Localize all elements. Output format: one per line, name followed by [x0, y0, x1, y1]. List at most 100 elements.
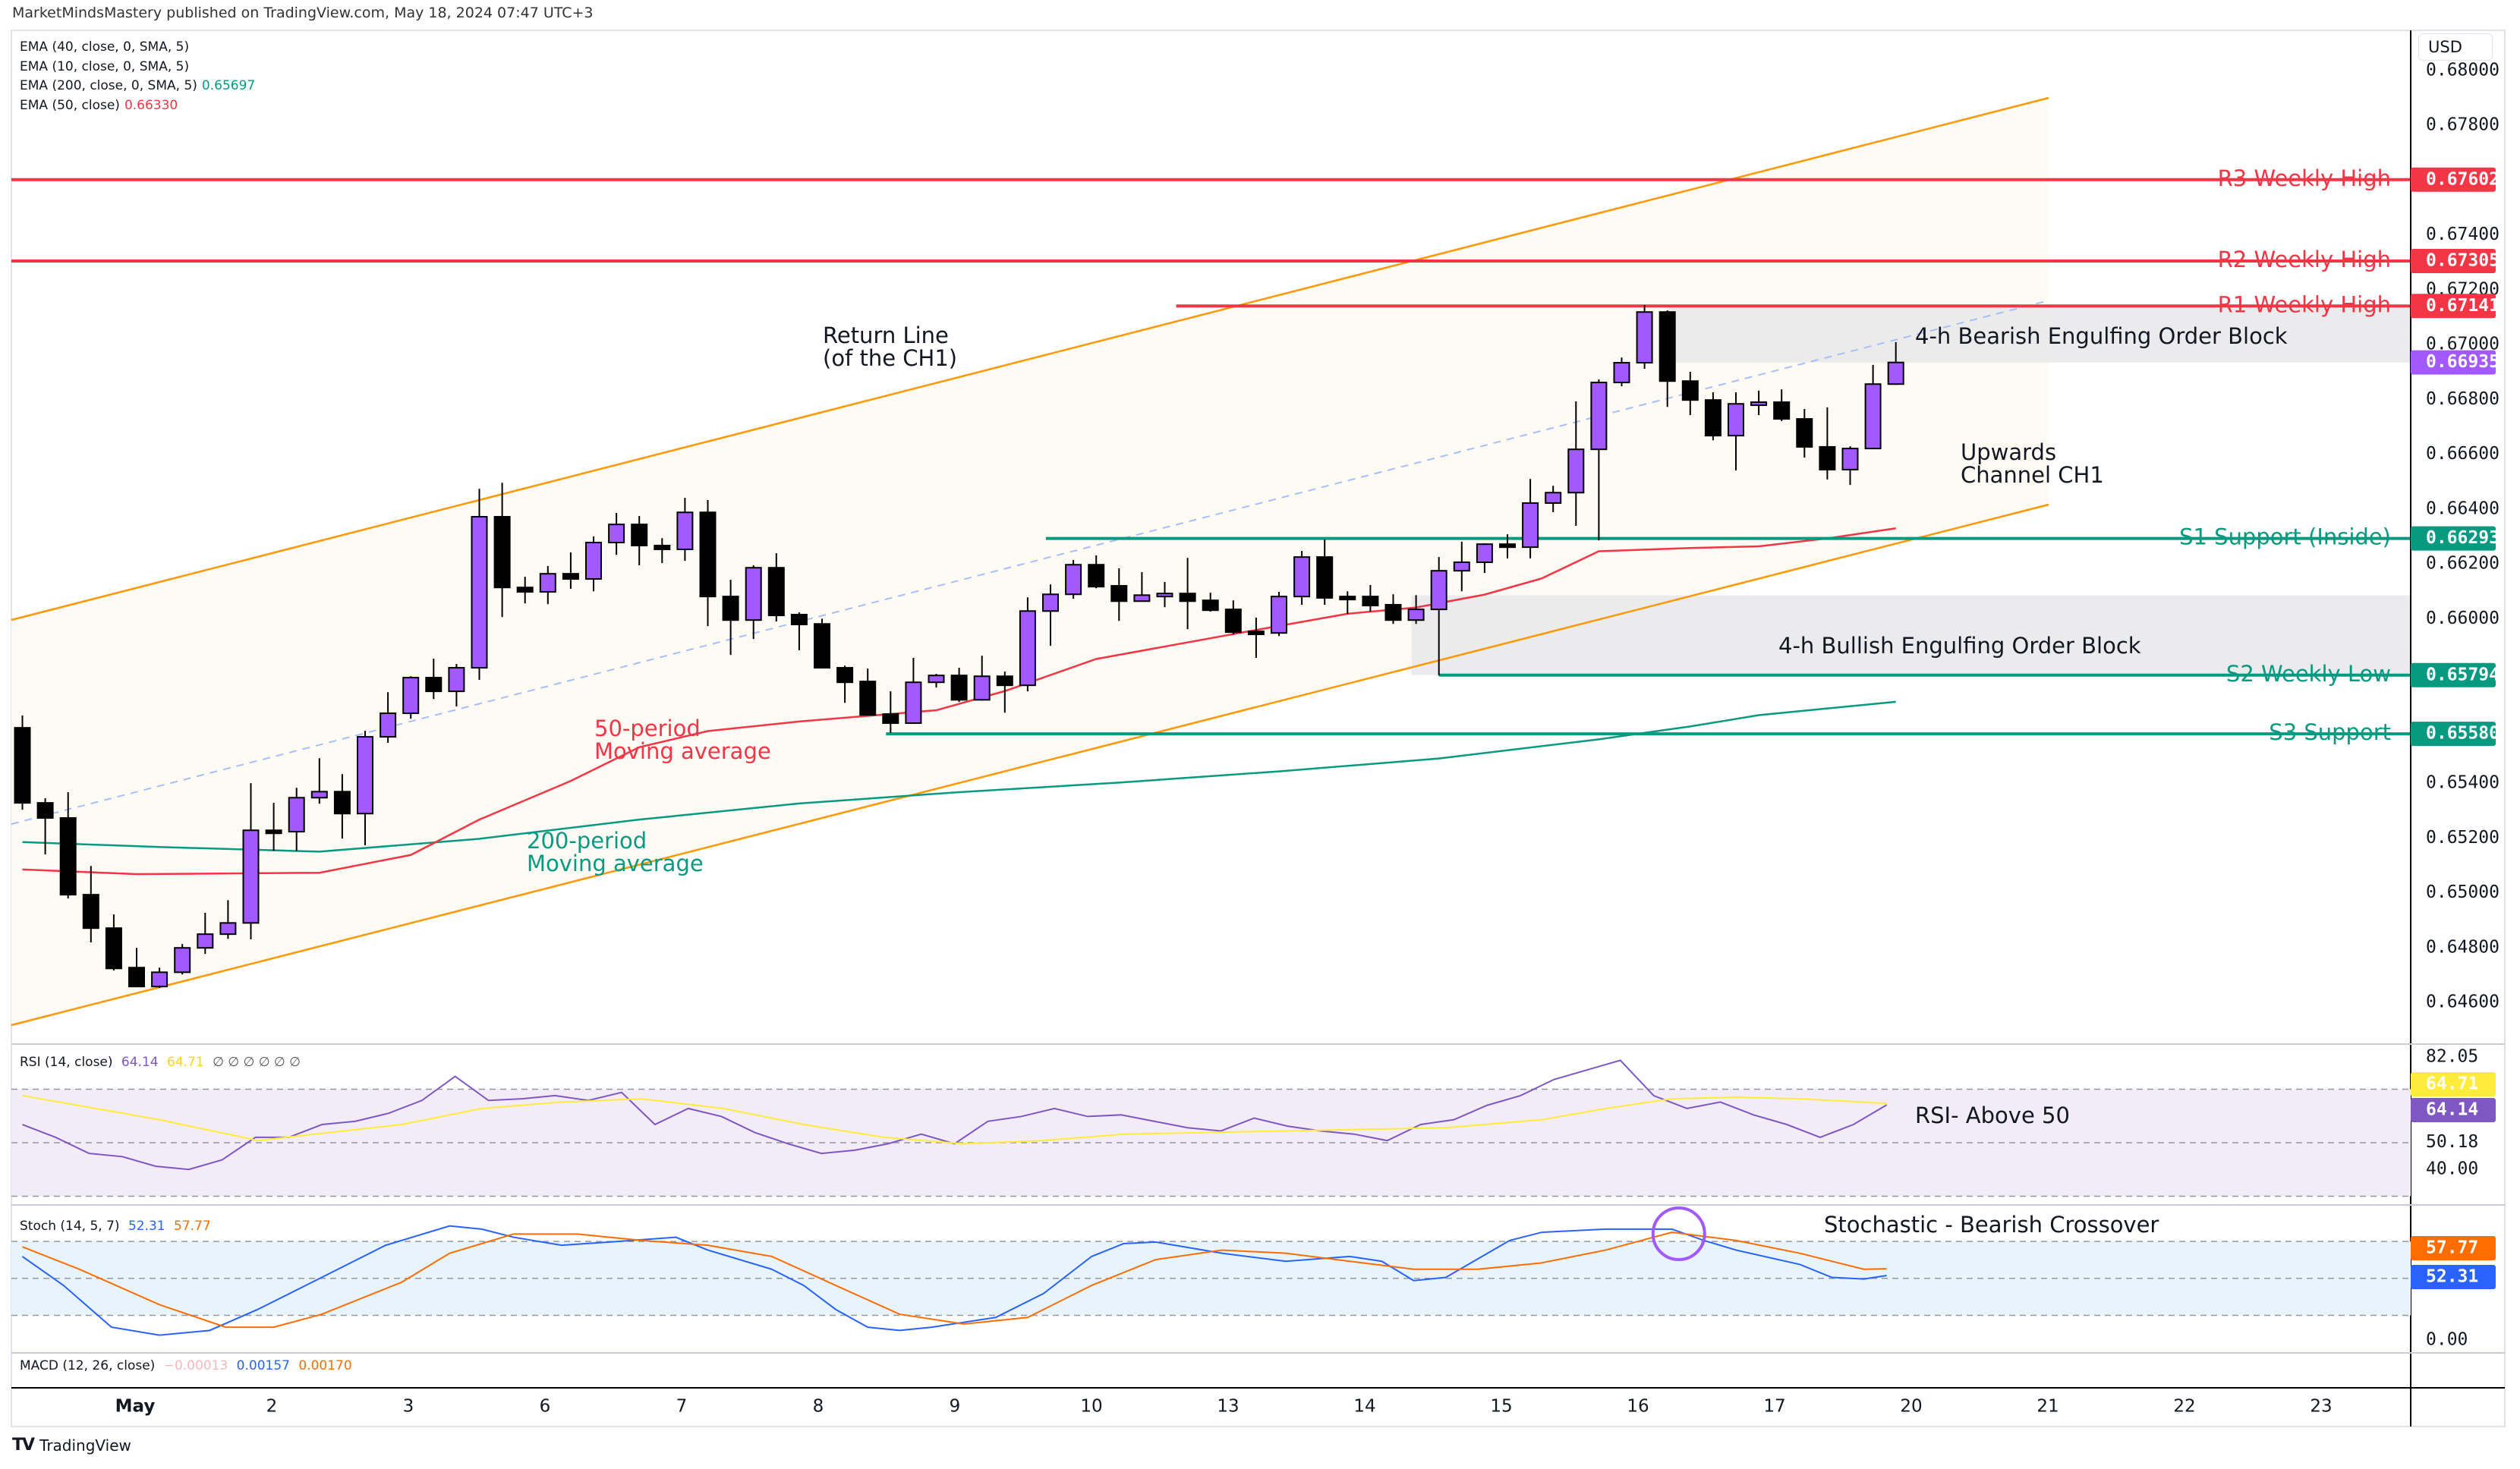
candle[interactable]: [1567, 401, 1585, 526]
ema50-line[interactable]: [22, 527, 1896, 876]
candle[interactable]: [1202, 593, 1219, 612]
candle[interactable]: [882, 691, 899, 734]
candle[interactable]: [1545, 486, 1562, 512]
candle[interactable]: [1773, 389, 1791, 421]
candle[interactable]: [950, 668, 968, 703]
candle[interactable]: [174, 944, 191, 975]
candle[interactable]: [859, 668, 877, 716]
candle[interactable]: [1728, 392, 1744, 470]
candle[interactable]: [1271, 592, 1287, 637]
candle[interactable]: [1110, 568, 1128, 621]
candle[interactable]: [357, 731, 373, 846]
candle[interactable]: [996, 672, 1013, 713]
candle[interactable]: [265, 803, 282, 851]
candle[interactable]: [105, 914, 122, 971]
candle[interactable]: [1088, 555, 1105, 589]
candle[interactable]: [59, 792, 77, 899]
candle[interactable]: [380, 692, 397, 744]
candle[interactable]: [1293, 551, 1311, 605]
candle[interactable]: [1065, 560, 1082, 599]
channel-upper-line[interactable]: [11, 96, 2049, 621]
candle[interactable]: [288, 788, 305, 851]
candle[interactable]: [151, 967, 169, 988]
candle[interactable]: [1019, 597, 1036, 692]
legend-ema50[interactable]: EMA (50, close) 0.66330: [20, 98, 178, 113]
channel-lower-line[interactable]: [11, 503, 2049, 1027]
candle[interactable]: [1224, 600, 1242, 634]
candle[interactable]: [1658, 310, 1676, 407]
candle[interactable]: [1887, 341, 1904, 385]
candle[interactable]: [973, 656, 991, 701]
bearish-order-block[interactable]: [1667, 306, 2411, 363]
candle[interactable]: [722, 580, 739, 656]
candle[interactable]: [1796, 409, 1813, 458]
candle[interactable]: [1590, 379, 1608, 541]
macd-legend[interactable]: MACD (12, 26, close) −0.00013 0.00157 0.…: [20, 1358, 352, 1373]
rsi-ma-line[interactable]: [22, 1094, 1887, 1145]
candle[interactable]: [905, 658, 922, 725]
candle[interactable]: [1247, 617, 1265, 659]
candle[interactable]: [516, 577, 534, 604]
candle[interactable]: [1522, 479, 1539, 558]
candle[interactable]: [1133, 571, 1151, 602]
legend-ema40[interactable]: EMA (40, close, 0, SMA, 5): [20, 39, 189, 55]
candle[interactable]: [1316, 539, 1334, 605]
candle[interactable]: [836, 665, 854, 703]
candle[interactable]: [402, 676, 420, 719]
candle[interactable]: [242, 783, 260, 940]
candle[interactable]: [1042, 584, 1059, 646]
candle[interactable]: [539, 566, 556, 605]
ema200-line[interactable]: [22, 700, 1896, 853]
candle[interactable]: [699, 500, 717, 627]
legend-ema10[interactable]: EMA (10, close, 0, SMA, 5): [20, 59, 189, 74]
stoch-legend[interactable]: Stoch (14, 5, 7) 52.31 57.77: [20, 1219, 211, 1234]
candle[interactable]: [1613, 357, 1630, 387]
channel-mid-line[interactable]: [11, 300, 2049, 825]
candle[interactable]: [1750, 390, 1768, 416]
candle[interactable]: [814, 618, 830, 669]
stoch-d-line[interactable]: [22, 1232, 1887, 1329]
tradingview-logo[interactable]: TV TradingView: [12, 1436, 131, 1455]
candle[interactable]: [128, 948, 145, 988]
candle[interactable]: [425, 659, 443, 700]
candle[interactable]: [448, 663, 465, 706]
candle[interactable]: [1384, 594, 1402, 624]
candle[interactable]: [1407, 595, 1425, 624]
candle[interactable]: [82, 866, 99, 942]
candle[interactable]: [676, 498, 694, 561]
candle[interactable]: [1681, 371, 1699, 416]
candle[interactable]: [562, 552, 579, 590]
candle[interactable]: [1636, 305, 1653, 369]
candle[interactable]: [1453, 541, 1470, 592]
candle[interactable]: [197, 912, 214, 955]
candle[interactable]: [1864, 364, 1882, 450]
candle[interactable]: [767, 553, 785, 622]
candle[interactable]: [608, 512, 625, 555]
candle[interactable]: [1704, 392, 1721, 441]
bullish-order-block[interactable]: [1411, 595, 2411, 675]
candle[interactable]: [1841, 446, 1859, 486]
stoch-k-line[interactable]: [21, 1225, 1887, 1336]
candle[interactable]: [1476, 543, 1493, 574]
candle[interactable]: [1499, 534, 1516, 558]
candle[interactable]: [654, 538, 671, 564]
crossover-circle[interactable]: [1651, 1206, 1706, 1261]
candle[interactable]: [493, 483, 511, 618]
candle[interactable]: [1156, 581, 1173, 608]
candle[interactable]: [310, 758, 328, 804]
candle[interactable]: [14, 715, 31, 810]
currency-button[interactable]: USD: [2418, 33, 2493, 61]
candle[interactable]: [36, 797, 54, 855]
candle[interactable]: [631, 515, 648, 565]
candle[interactable]: [928, 674, 945, 688]
candle[interactable]: [1430, 557, 1447, 676]
candle[interactable]: [790, 612, 808, 650]
candle[interactable]: [1819, 407, 1836, 480]
candle[interactable]: [585, 536, 602, 592]
rsi-legend[interactable]: RSI (14, close) 64.14 64.71 ∅ ∅ ∅ ∅ ∅ ∅: [20, 1055, 301, 1070]
candle[interactable]: [1339, 591, 1356, 615]
candle[interactable]: [333, 774, 351, 839]
candle[interactable]: [1179, 558, 1196, 630]
candle[interactable]: [1362, 584, 1379, 612]
